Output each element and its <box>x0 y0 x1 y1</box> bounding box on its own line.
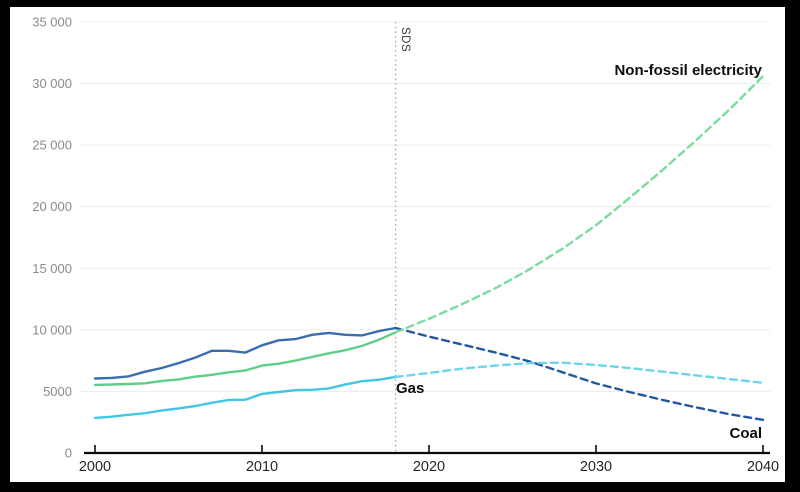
series-label-coal: Coal <box>729 425 762 442</box>
series-nonfossil-projection <box>394 74 765 334</box>
y-tick-label: 5000 <box>43 384 72 399</box>
y-tick-label: 10 000 <box>32 322 72 337</box>
x-tick-label: 2030 <box>580 459 612 475</box>
series-coal-projection <box>394 326 765 421</box>
y-tick-label: 30 000 <box>32 76 72 91</box>
gridlines <box>80 21 770 392</box>
x-tick-label: 2040 <box>747 459 779 475</box>
series-nonfossil-history <box>93 331 397 387</box>
x-tick-label: 2010 <box>246 459 278 475</box>
x-tick-label: 2020 <box>413 459 445 475</box>
series-label-nonfossil-electricity: Non-fossil electricity <box>614 62 762 79</box>
series-gas-projection <box>394 361 765 384</box>
y-tick-label: 20 000 <box>32 199 72 214</box>
sds-label: SDS <box>399 27 411 52</box>
y-tick-label: 35 000 <box>32 15 72 30</box>
x-axis: 2000 2010 2020 2030 2040 <box>79 445 779 475</box>
data-series <box>93 74 765 421</box>
chart-canvas <box>10 7 785 482</box>
series-coal-history <box>93 326 397 380</box>
series-label-gas: Gas <box>396 380 424 397</box>
y-tick-label: 25 000 <box>32 138 72 153</box>
x-tick-label: 2000 <box>79 459 111 475</box>
y-tick-label: 0 <box>65 446 72 461</box>
series-gas-history <box>93 375 397 420</box>
y-axis: 0 5000 10 000 15 000 20 000 25 000 30 000 35 00… <box>32 15 72 461</box>
y-tick-label: 15 000 <box>32 261 72 276</box>
